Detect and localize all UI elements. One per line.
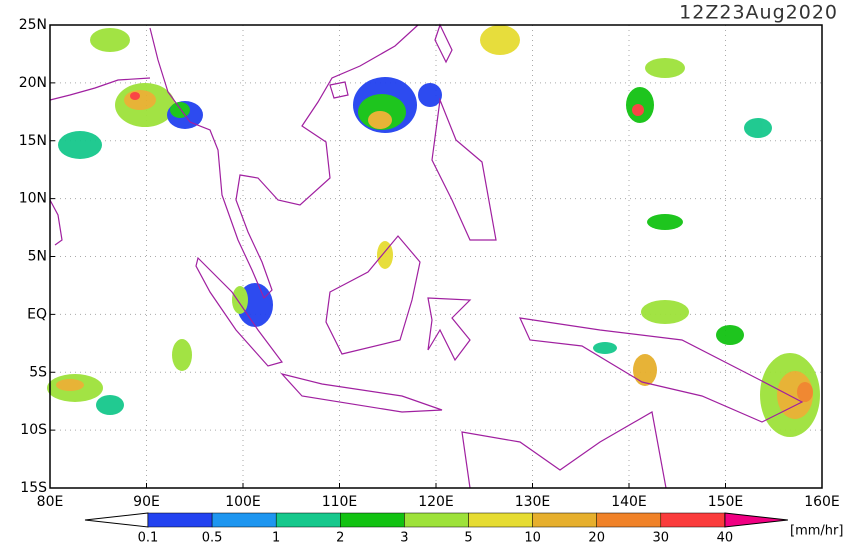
y-tick-label: 15S (20, 480, 47, 496)
colorbar-box (532, 512, 597, 528)
colorbar-box (468, 512, 533, 528)
colorbar-box (660, 512, 726, 528)
colorbar-box (340, 512, 405, 528)
colorbar-label: 10 (524, 531, 541, 544)
x-tick-label: 100E (225, 494, 261, 510)
precipitation (47, 25, 820, 437)
x-tick-label: 110E (322, 494, 358, 510)
colorbar-label: 1 (272, 531, 280, 544)
colorbar-box (211, 512, 277, 528)
y-tick-label: 5N (28, 249, 47, 265)
x-tick-label: 80E (37, 494, 64, 510)
x-tick-label: 160E (804, 494, 840, 510)
y-tick-label: 20N (19, 75, 47, 91)
colorbar-unit: [mm/hr] (790, 524, 843, 539)
colorbar-box (147, 512, 213, 528)
y-tick-label: 15N (19, 133, 47, 149)
x-tick-label: 130E (515, 494, 551, 510)
y-tick-label: 10S (20, 422, 47, 438)
colorbar-box (596, 512, 662, 528)
colorbar-label: 5 (464, 531, 472, 544)
colorbar: [mm/hr] 0.1 0.5 1 2 3 5 10 20 30 40 (84, 512, 843, 544)
colorbar-high (724, 512, 788, 528)
colorbar-box (404, 512, 469, 528)
y-tick-label: 25N (19, 17, 47, 33)
axes: 80E 90E 100E 110E 120E 130E 140E 150E 160E 25N 20N… (19, 17, 840, 510)
x-tick-label: 120E (418, 494, 454, 510)
colorbar-low (84, 512, 149, 528)
colorbar-label: 30 (653, 531, 670, 544)
colorbar-label: 40 (717, 531, 734, 544)
colorbar-label: 0.1 (138, 531, 159, 544)
colorbar-label: 2 (336, 531, 344, 544)
coastlines (49, 23, 804, 489)
x-tick-label: 150E (708, 494, 744, 510)
colorbar-label: 20 (588, 531, 605, 544)
x-tick-label: 140E (611, 494, 647, 510)
colorbar-label: 0.5 (202, 531, 223, 544)
y-tick-label: 5S (29, 364, 47, 380)
y-tick-label: 10N (19, 191, 47, 207)
colorbar-label: 3 (400, 531, 408, 544)
y-tick-label: EQ (27, 306, 47, 322)
x-tick-label: 90E (133, 494, 160, 510)
colorbar-box (275, 512, 341, 528)
map-title: 12Z23Aug2020 (679, 2, 838, 24)
